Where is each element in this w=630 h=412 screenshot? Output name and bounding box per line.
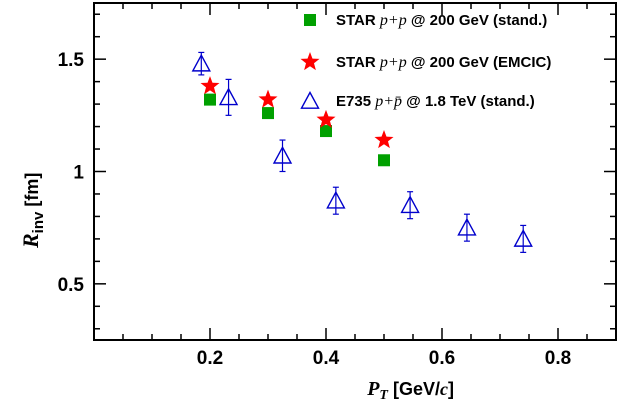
data-point-star	[258, 89, 278, 108]
data-point-square	[378, 154, 390, 167]
legend-marker-open-triangle	[300, 91, 320, 109]
x-axis-unit-pre: [GeV/	[388, 379, 440, 399]
y-axis-unit: [fm]	[22, 173, 42, 212]
legend-label-prefix: E735	[336, 93, 375, 110]
data-point-star	[374, 130, 394, 149]
x-axis-symbol: P	[366, 378, 380, 400]
legend-label-suffix: @ 1.8 TeV (stand.)	[402, 93, 535, 110]
data-markers	[191, 51, 533, 253]
data-point-square	[204, 93, 216, 106]
x-tick-label: 0.6	[429, 348, 455, 369]
data-point-star	[200, 76, 220, 95]
y-axis-symbol: R	[18, 233, 43, 249]
data-point-open-triangle	[191, 53, 211, 72]
x-tick-label: 0.4	[313, 348, 340, 369]
legend-label: STAR p+p @ 200 GeV (stand.)	[336, 12, 547, 29]
x-axis-subscript: T	[379, 388, 389, 403]
y-tick-label: 0.5	[58, 275, 85, 296]
y-axis-title: Rinv [fm]	[18, 173, 47, 249]
x-tick-label: 0.2	[197, 348, 223, 369]
legend-marker-square	[304, 14, 316, 26]
legend-label-math: p+p	[379, 54, 407, 71]
legend-label-math: p+p̄	[374, 93, 402, 110]
data-point-open-triangle	[272, 145, 293, 164]
data-point-open-triangle	[218, 87, 239, 106]
legend-marker-star	[300, 52, 320, 71]
legend-label-suffix: @ 200 GeV (EMCIC)	[407, 54, 552, 71]
legend-label-prefix: STAR	[336, 54, 380, 71]
y-tick-label: 1	[73, 163, 84, 184]
axis-tick-labels: 0.2 0.4 0.6 0.8 0.5 1 1.5	[58, 50, 572, 369]
axis-ticks	[94, 3, 616, 340]
data-point-square	[262, 107, 274, 120]
data-point-open-triangle	[400, 195, 420, 214]
y-axis-subscript: inv	[30, 211, 47, 233]
legend-label-prefix: STAR	[336, 12, 380, 29]
legend-label-math: p+p	[379, 12, 407, 29]
data-point-open-triangle	[326, 190, 346, 209]
legend: STAR p+p @ 200 GeV (stand.)STAR p+p @ 20…	[300, 12, 551, 110]
legend-label: E735 p+p̄ @ 1.8 TeV (stand.)	[336, 93, 535, 110]
y-tick-label: 1.5	[58, 50, 85, 71]
x-tick-label: 0.8	[545, 348, 571, 369]
data-point-open-triangle	[457, 217, 477, 236]
data-point-square	[320, 125, 332, 138]
x-axis-unit-math: c	[440, 379, 448, 399]
data-point-open-triangle	[513, 228, 533, 247]
x-axis-unit-post: ]	[448, 379, 454, 399]
data-point-star	[316, 109, 336, 128]
legend-label-suffix: @ 200 GeV (stand.)	[407, 12, 548, 29]
legend-label: STAR p+p @ 200 GeV (EMCIC)	[336, 54, 551, 71]
x-axis-title: PT [GeV/c]	[366, 378, 454, 403]
